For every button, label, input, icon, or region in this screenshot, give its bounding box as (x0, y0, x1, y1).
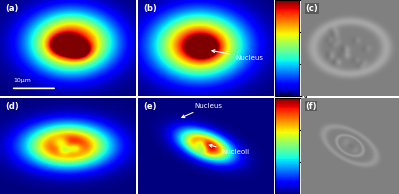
Text: Nucleus: Nucleus (182, 103, 223, 118)
Text: 10μm: 10μm (14, 78, 32, 83)
Text: Nucleoli: Nucleoli (209, 144, 250, 155)
Text: (f): (f) (305, 102, 317, 111)
Title: [rad]: [rad] (280, 91, 295, 96)
Text: (e): (e) (143, 102, 156, 111)
Text: (b): (b) (143, 4, 157, 13)
Text: (a): (a) (6, 4, 19, 13)
Text: (d): (d) (6, 102, 19, 111)
Text: (c): (c) (305, 4, 318, 13)
Text: Nucleus: Nucleus (212, 50, 263, 61)
